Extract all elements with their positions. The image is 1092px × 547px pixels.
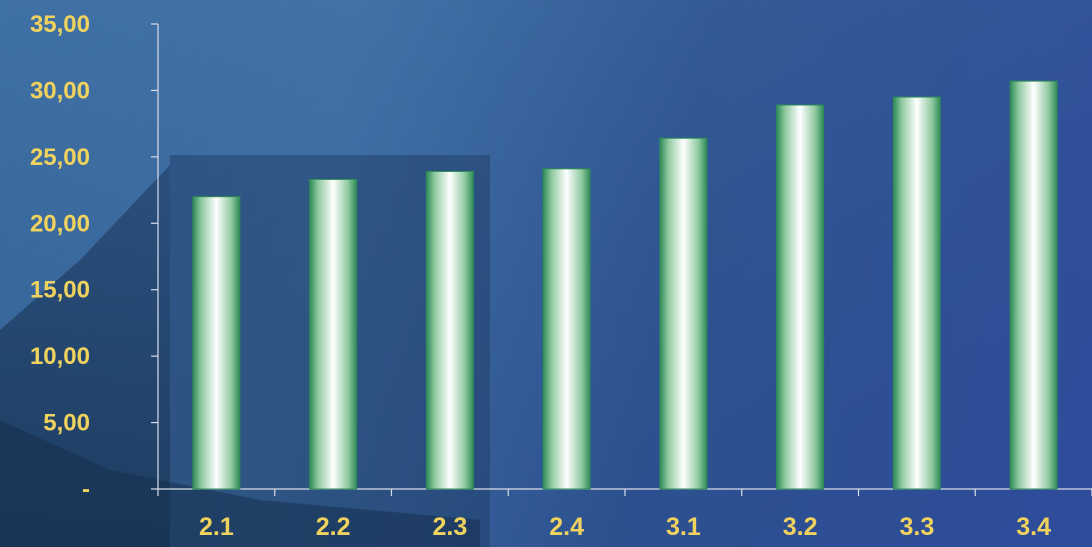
bar-3-3 [892,96,941,490]
y-tick-label: 5,00 [43,410,90,437]
x-tick-label: 3.2 [783,513,818,541]
y-tick-label: - [82,476,90,503]
y-tick-label: 20,00 [30,210,90,237]
bar-3-1 [659,137,708,490]
y-tick-label: 25,00 [30,144,90,171]
y-tick-label: 10,00 [30,343,90,370]
y-axis: - 5,00 10,00 15,00 20,00 25,00 30,00 35,00 [30,11,159,503]
bar-3-4 [1009,80,1058,490]
bar-2-1 [192,196,241,490]
y-tick-label: 30,00 [30,77,90,104]
bar-2-2 [309,178,358,490]
y-tick-label: 15,00 [30,277,90,304]
x-tick-label: 3.1 [666,513,701,541]
x-tick-label: 3.3 [899,513,934,541]
x-tick-label: 3.4 [1016,513,1051,541]
x-tick-label: 2.4 [549,513,584,541]
x-axis: 2.1 2.2 2.3 2.4 3.1 3.2 3.3 3.4 [157,488,1092,541]
x-tick-label: 2.2 [316,513,351,541]
bar-2-3 [425,170,474,490]
y-tick-label: 35,00 [30,11,90,38]
bar-2-4 [542,168,591,490]
x-tick-label: 2.1 [199,513,234,541]
x-tick-label: 2.3 [432,513,467,541]
bar-3-2 [776,104,825,490]
bar-series [192,80,1058,490]
